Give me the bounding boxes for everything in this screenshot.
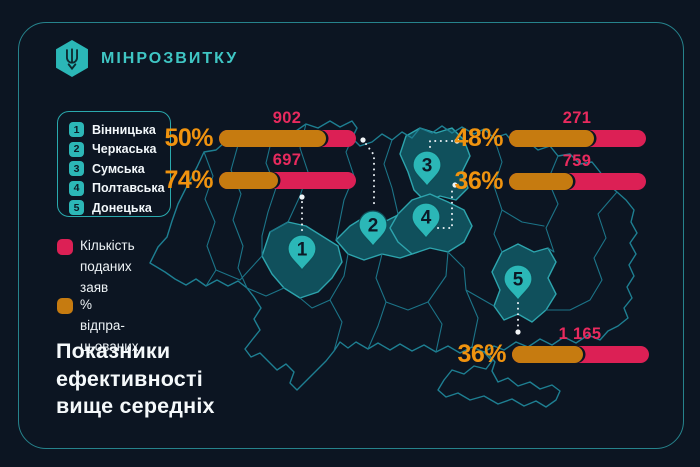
stat-vinnytska: 697 74%: [138, 151, 356, 194]
crimea-outline: [437, 351, 561, 408]
stat-sumska: 271 48%: [428, 109, 646, 152]
pin-number: 3: [422, 156, 433, 177]
map-pin-4: 4: [411, 202, 441, 239]
percent-label: 36%: [457, 340, 506, 368]
applications-color-swatch: [57, 239, 73, 255]
progress-fill: [512, 345, 584, 363]
progress-fill: [509, 172, 574, 190]
region-name: Сумська: [92, 161, 145, 176]
region-num-badge: 3: [69, 161, 84, 177]
processed-label: % відпра- цьованих: [80, 297, 139, 354]
page-title: Показники ефективності вище середніх: [56, 339, 215, 418]
percent-label: 74%: [164, 166, 213, 194]
percent-label: 36%: [454, 167, 503, 195]
region-item-3: 3 Сумська: [69, 160, 170, 177]
progress-bar: [509, 129, 646, 147]
stat-cherkaska: 902 50%: [138, 109, 356, 152]
value-label: 1 165: [558, 325, 602, 343]
map-pin-2: 2: [358, 210, 388, 247]
progress-fill: [509, 129, 594, 147]
percent-label: 48%: [454, 124, 503, 152]
region-name: Черкаська: [92, 142, 157, 157]
value-label: 902: [272, 109, 302, 127]
region-item-4: 4 Полтавська: [69, 180, 170, 197]
progress-fill: [219, 129, 326, 147]
pin-number: 4: [421, 208, 432, 229]
region-list: 1 Вінницька 2 Черкаська 3 Сумська 4 Полт…: [57, 111, 171, 217]
brand-name: МІНРОЗВИТКУ: [101, 49, 239, 67]
region-item-2: 2 Черкаська: [69, 141, 170, 158]
pin-number: 2: [368, 216, 379, 237]
pin-number: 1: [297, 240, 308, 261]
logo: МІНРОЗВИТКУ: [56, 40, 238, 77]
region-name: Полтавська: [92, 181, 165, 196]
progress-bar: [219, 171, 356, 189]
percent-label: 50%: [164, 124, 213, 152]
region-num-badge: 5: [69, 200, 84, 216]
map-pin-1: 1: [287, 234, 317, 271]
tryzub-hexagon-icon: [56, 40, 88, 77]
region-num-badge: 2: [69, 141, 84, 157]
progress-fill: [219, 171, 278, 189]
map-pin-3: 3: [412, 150, 442, 187]
region-name: Вінницька: [92, 122, 156, 137]
map-pin-5: 5: [503, 264, 533, 301]
stat-donetska: 1 165 36%: [431, 325, 649, 368]
value-label: 271: [562, 109, 592, 127]
value-label: 759: [562, 152, 592, 170]
connector-lines: [299, 137, 521, 335]
progress-bar: [512, 345, 649, 363]
card-border: [18, 22, 684, 449]
processed-color-swatch: [57, 298, 73, 314]
region-item-5: 5 Донецька: [69, 199, 170, 216]
region-num-badge: 4: [69, 180, 84, 196]
stat-poltavska: 759 36%: [428, 152, 646, 195]
region-name: Донецька: [92, 200, 152, 215]
value-label: 697: [272, 151, 302, 169]
pin-number: 5: [513, 270, 524, 291]
progress-bar: [219, 129, 356, 147]
region-item-1: 1 Вінницька: [69, 121, 170, 138]
progress-bar: [509, 172, 646, 190]
region-num-badge: 1: [69, 122, 84, 137]
country-outline: [149, 120, 638, 391]
applications-label: Кількість поданих заяв: [80, 238, 135, 295]
